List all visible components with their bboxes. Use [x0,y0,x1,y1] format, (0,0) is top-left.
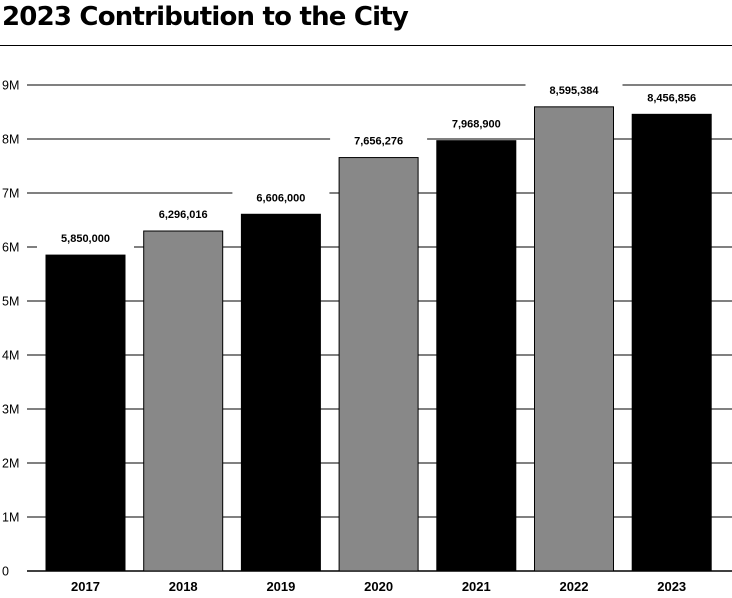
x-tick-label: 2020 [364,579,393,594]
x-tick-label: 2018 [169,579,198,594]
y-tick-label: 5M [2,295,19,309]
y-tick-label: 6M [2,241,19,255]
title-divider [0,45,732,46]
bar-2023 [631,113,712,572]
data-label: 7,968,900 [452,119,501,131]
data-label: 5,850,000 [61,233,110,245]
y-tick-label: 3M [2,403,19,417]
bars [45,106,712,572]
bar-2020 [338,157,419,572]
y-tick-label: 7M [2,187,19,201]
bar-2017 [45,254,126,572]
data-label-backdrop [330,129,428,152]
chart-title: 2023 Contribution to the City [2,2,409,32]
y-tick-label: 9M [2,79,19,93]
y-tick-label: 2M [2,457,19,471]
data-label-backdrop [134,203,232,226]
y-tick-label: 1M [2,511,19,525]
data-label: 6,296,016 [159,209,208,221]
x-tick-label: 2017 [71,579,100,594]
data-label-backdrop [232,186,330,209]
data-label: 6,606,000 [256,192,305,204]
data-label: 7,656,276 [354,136,403,148]
data-label-backdrop [427,112,525,135]
data-label-backdrop [37,227,134,250]
data-labels: 5,850,000 6,296,016 6,606,000 7,656,276 7,96… [37,78,721,250]
x-tick-label: 2023 [657,579,686,594]
x-axis-tick-labels: 2017 2018 2019 2020 2021 2022 2023 [71,579,686,594]
y-tick-label: 8M [2,133,19,147]
x-tick-label: 2022 [560,579,589,594]
y-axis-tick-labels: 0 1M 2M 3M 4M 5M 6M 7M 8M 9M [2,79,19,579]
y-tick-label: 4M [2,349,19,363]
bar-2022 [534,106,614,572]
x-tick-label: 2019 [266,579,295,594]
bar-2019 [240,213,321,572]
data-label: 8,456,856 [647,92,696,104]
bar-2018 [143,230,224,572]
data-label-backdrop [623,86,721,109]
x-tick-label: 2021 [462,579,491,594]
data-label: 8,595,384 [550,85,600,97]
y-tick-label: 0 [2,565,9,579]
bar-2021 [436,140,517,572]
data-label-backdrop [525,78,623,101]
